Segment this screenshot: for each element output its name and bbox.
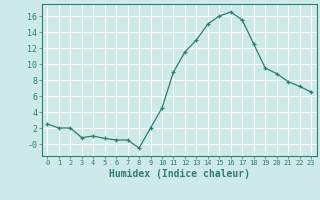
X-axis label: Humidex (Indice chaleur): Humidex (Indice chaleur) (109, 169, 250, 179)
